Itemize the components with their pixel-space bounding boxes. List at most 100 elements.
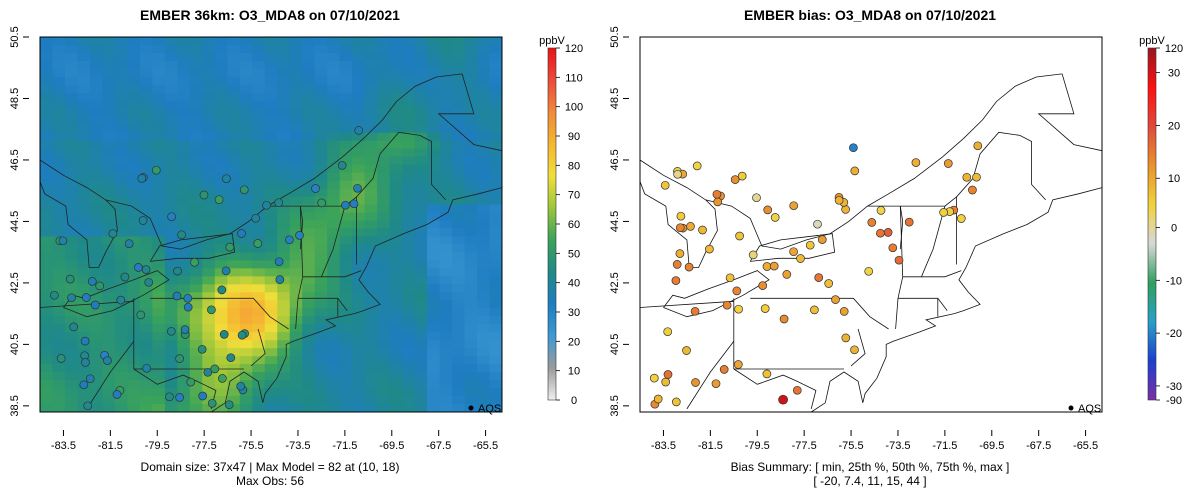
aqs-site-marker [144,277,154,287]
model-grid-cell [277,372,291,381]
model-grid-cell [464,204,478,213]
model-grid-cell [402,132,415,142]
model-grid-cell [302,52,316,62]
model-grid-cell [40,68,53,78]
model-grid-cell [152,388,166,397]
model-grid-cell [139,212,153,221]
model-grid-cell [114,340,128,349]
model-grid-cell [402,268,415,277]
colorbar-tick-label: 60 [568,219,580,231]
model-grid-cell [339,324,353,333]
model-grid-cell [314,348,328,357]
model-grid-cell [202,116,216,126]
model-grid-cell [89,100,103,110]
model-grid-cell [114,236,128,245]
model-grid-cell [377,220,391,229]
model-grid-cell [389,244,403,253]
model-grid-cell [489,156,503,166]
model-grid-cell [439,164,453,174]
model-grid-cell [414,156,428,166]
model-grid-cell [352,204,366,213]
model-grid-cell [389,84,403,94]
model-grid-cell [277,340,291,349]
model-grid-cell [89,140,103,150]
model-grid-cell [127,124,141,134]
model-grid-cell [164,84,178,94]
model-grid-cell [327,76,341,86]
model-grid-cell [289,300,303,309]
colorbar-tick-label: 70 [568,190,580,202]
model-grid-cell [40,92,53,102]
model-grid-cell [214,164,228,174]
bias-site-marker [824,279,834,288]
model-grid-cell [364,268,378,277]
model-grid-cell [40,332,53,341]
model-grid-cell [189,292,203,301]
model-grid-cell [227,364,241,373]
colorbar-tick-label: 20 [568,336,580,348]
model-grid-cell [139,348,153,357]
model-grid-cell [227,124,241,134]
model-grid-cell [364,188,378,197]
model-grid-cell [77,164,91,174]
model-grid-cell [414,124,428,134]
colorbar-tick-label: 30 [568,307,580,319]
model-grid-cell [389,300,403,309]
model-grid-cell [302,108,316,118]
model-grid-cell [414,316,428,325]
model-grid-cell [464,76,478,86]
model-grid-cell [477,92,490,102]
model-grid-cell [402,116,415,126]
model-grid-cell [452,284,465,293]
model-grid-cell [414,220,428,229]
model-grid-cell [489,380,503,389]
model-grid-cell [152,372,166,381]
aqs-site-marker [173,266,182,276]
model-grid-cell [389,348,403,357]
model-grid-cell [289,92,303,102]
model-grid-cell [164,244,178,253]
model-grid-cell [339,148,353,158]
model-grid-cell [64,92,78,102]
model-grid-cell [89,372,103,381]
model-grid-cell [264,180,278,189]
model-grid-cell [339,76,353,86]
model-grid-cell [477,340,490,349]
model-grid-cell [364,124,378,134]
colorbar-tick-label: -10 [1166,275,1182,287]
model-grid-cell [327,172,341,182]
model-grid-cell [64,68,78,78]
bias-site-marker [841,333,851,343]
model-grid-cell [102,300,116,309]
model-grid-cell [464,148,478,158]
model-grid-cell [252,252,266,261]
model-grid-cell [402,236,415,245]
model-grid-cell [114,348,128,357]
model-grid-cell [40,228,53,237]
model-grid-cell [302,60,316,70]
model-grid-cell [164,364,178,373]
model-grid-cell [189,332,203,341]
model-grid-cell [377,156,391,166]
model-grid-cell [289,364,303,373]
model-grid-cell [102,404,116,413]
model-grid-cell [452,172,465,182]
model-grid-cell [277,172,291,182]
model-grid-cell [302,37,316,46]
model-grid-cell [239,380,253,389]
model-grid-cell [264,132,278,142]
model-grid-cell [102,252,116,261]
model-grid-cell [327,116,341,126]
aqs-site-marker [214,195,224,205]
model-grid-cell [277,84,291,94]
model-grid-cell [352,268,366,277]
aqs-site-marker [175,354,184,363]
model-grid-cell [114,252,128,261]
aqs-site-marker [349,199,359,209]
model-grid-cell [377,60,391,70]
model-grid-cell [377,84,391,94]
model-grid-cell [52,52,66,62]
state-border [733,368,817,409]
model-grid-cell [302,388,316,397]
model-grid-cell [452,228,465,237]
